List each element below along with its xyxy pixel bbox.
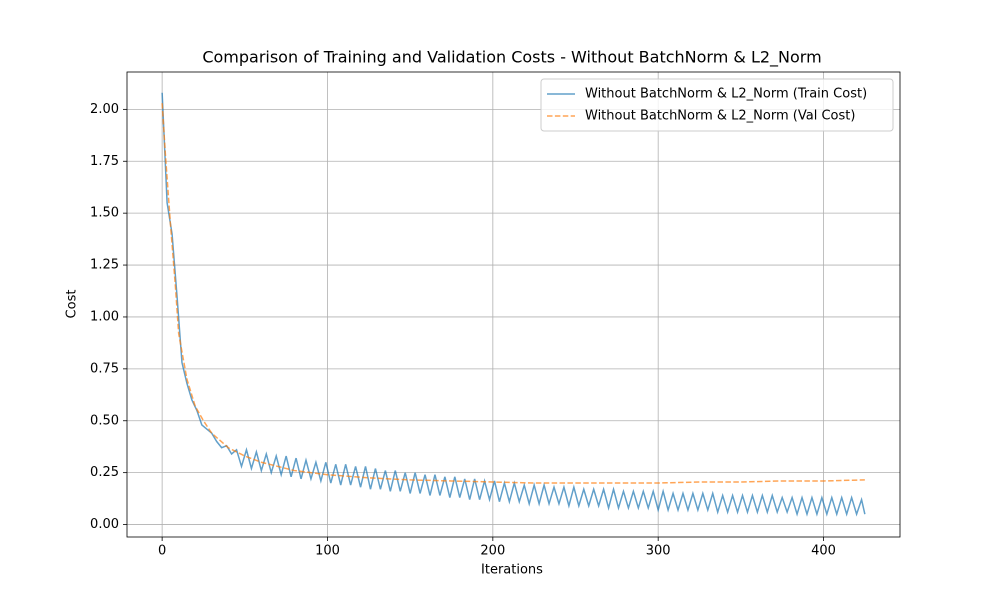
- x-axis-label: Iterations: [481, 563, 543, 578]
- y-tick-label: 0.25: [90, 465, 119, 480]
- legend-label: Without BatchNorm & L2_Norm (Train Cost): [585, 87, 867, 102]
- x-tick-label: 100: [315, 544, 340, 559]
- y-tick-label: 1.75: [90, 154, 119, 169]
- y-tick-label: 0.00: [90, 517, 119, 532]
- y-axis-label: Cost: [65, 290, 80, 319]
- x-tick-label: 0: [158, 544, 166, 559]
- y-tick-label: 2.00: [90, 102, 119, 117]
- y-tick-label: 0.50: [90, 413, 119, 428]
- legend-box: [540, 78, 894, 132]
- x-tick-label: 200: [480, 544, 505, 559]
- data-line: [161, 103, 865, 484]
- y-tick-label: 1.50: [90, 206, 119, 221]
- x-tick-label: 400: [811, 544, 836, 559]
- plot-frame: [126, 71, 901, 538]
- legend-label: Without BatchNorm & L2_Norm (Val Cost): [585, 109, 855, 124]
- y-tick-label: 0.75: [90, 361, 119, 376]
- x-tick-label: 300: [646, 544, 671, 559]
- y-tick-label: 1.00: [90, 309, 119, 324]
- chart-title: Comparison of Training and Validation Co…: [202, 48, 821, 68]
- y-tick-label: 1.25: [90, 258, 119, 273]
